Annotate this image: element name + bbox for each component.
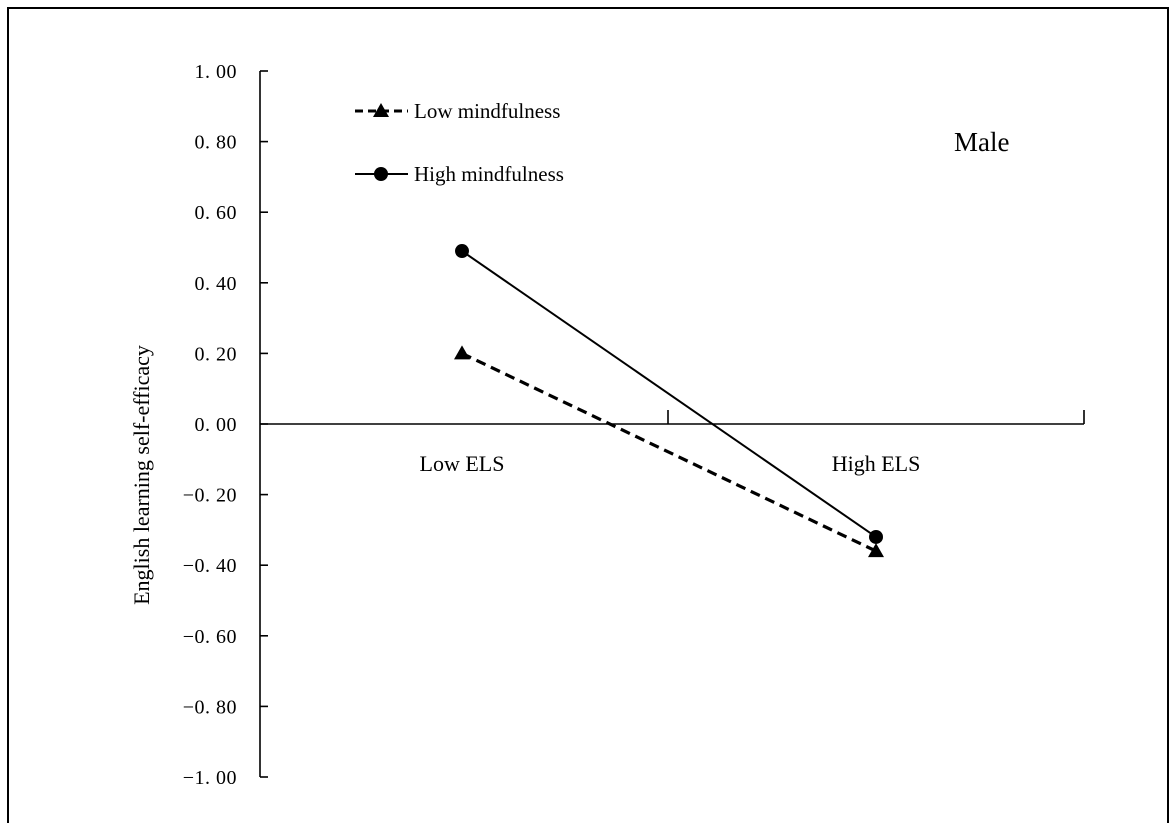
group-annotation: Male bbox=[954, 127, 1009, 157]
y-tick-label: 0. 60 bbox=[195, 202, 238, 224]
x-category-label: Low ELS bbox=[420, 451, 505, 476]
series-line bbox=[461, 250, 877, 538]
y-tick-label: −0. 20 bbox=[183, 485, 237, 507]
y-tick-label: 0. 00 bbox=[195, 414, 238, 436]
data-point-triangle bbox=[373, 103, 389, 117]
legend-label: Low mindfulness bbox=[414, 99, 560, 123]
data-point-circle bbox=[374, 167, 388, 181]
y-tick-label: 0. 20 bbox=[195, 343, 238, 365]
x-category-label: High ELS bbox=[832, 451, 921, 476]
legend-label: High mindfulness bbox=[414, 162, 564, 186]
data-point-triangle bbox=[868, 543, 884, 558]
y-tick-label: 0. 40 bbox=[195, 273, 238, 295]
y-tick-label: −0. 80 bbox=[183, 696, 237, 718]
y-tick-label: 0. 80 bbox=[195, 132, 238, 154]
series-line bbox=[461, 351, 877, 553]
y-axis-label: English learning self-efficacy bbox=[129, 345, 154, 605]
chart-frame bbox=[7, 7, 1169, 823]
y-tick-label: 1. 00 bbox=[195, 61, 238, 83]
legend: Low mindfulness High mindfulness bbox=[355, 99, 564, 186]
y-tick-label: −1. 00 bbox=[183, 767, 237, 789]
series-group bbox=[454, 244, 884, 558]
y-tick-label: −0. 60 bbox=[183, 626, 237, 648]
y-ticks: 1. 00 0. 80 0. 60 0. 40 0. 20 0. 00 −0. 20 −0. … bbox=[183, 61, 268, 789]
y-tick-label: −0. 40 bbox=[183, 555, 237, 577]
data-point-circle bbox=[869, 529, 883, 544]
category-labels: Low ELS High ELS bbox=[420, 451, 921, 476]
data-point-circle bbox=[455, 244, 469, 259]
data-point-triangle bbox=[454, 345, 470, 360]
